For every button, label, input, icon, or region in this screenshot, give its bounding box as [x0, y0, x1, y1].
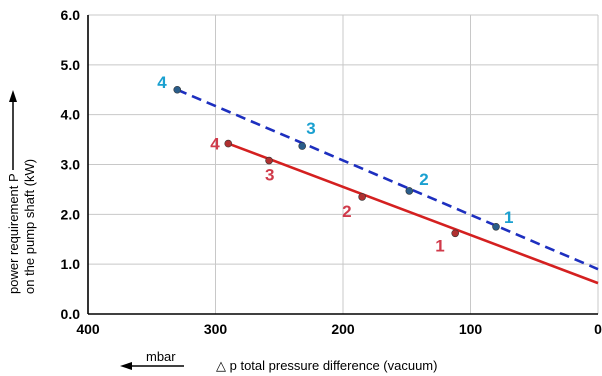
point-label: 3 [265, 166, 274, 185]
data-point [173, 85, 182, 94]
data-point [265, 156, 273, 165]
point-labels: 1 2 3 4 1 2 3 4 [157, 73, 513, 256]
point-label: 4 [157, 73, 167, 92]
data-point [405, 187, 414, 195]
axes [87, 15, 598, 315]
y-axis-label-line2: on the pump shaft (kW) [22, 159, 37, 294]
y-tick-label: 6.0 [61, 7, 81, 23]
y-axis-arrow [9, 90, 17, 170]
x-axis-unit: mbar [146, 349, 176, 364]
x-axis-arrow [120, 362, 184, 370]
point-label: 4 [210, 135, 220, 154]
x-tick-label: 300 [204, 321, 228, 337]
tick-labels: 0.0 1.0 2.0 3.0 4.0 5.0 6.0 400 300 200 100 0 [61, 7, 602, 337]
y-tick-label: 3.0 [61, 157, 81, 173]
point-label: 1 [504, 208, 513, 227]
y-tick-label: 5.0 [61, 57, 81, 73]
x-tick-label: 200 [331, 321, 355, 337]
y-axis-label-line1: power requirement P [6, 173, 21, 294]
y-tick-label: 0.0 [61, 306, 81, 322]
x-tick-label: 400 [76, 321, 100, 337]
data-point [224, 139, 233, 148]
point-label: 2 [342, 202, 351, 221]
series-line-2 [227, 142, 599, 285]
x-tick-label: 100 [459, 321, 483, 337]
series-line-1 [176, 88, 599, 271]
point-label: 2 [419, 170, 428, 189]
y-tick-label: 1.0 [61, 256, 81, 272]
data-point [358, 193, 366, 201]
data-point [492, 222, 500, 231]
grid [87, 14, 599, 315]
point-label: 1 [435, 236, 444, 255]
x-tick-label: 0 [594, 321, 602, 337]
data-point [298, 142, 307, 150]
data-point [451, 229, 460, 238]
y-tick-label: 4.0 [61, 107, 81, 123]
series-group [173, 85, 599, 285]
y-tick-label: 2.0 [61, 206, 81, 222]
x-axis-label: △ p total pressure difference (vacuum) [216, 358, 437, 373]
point-label: 3 [306, 119, 315, 138]
